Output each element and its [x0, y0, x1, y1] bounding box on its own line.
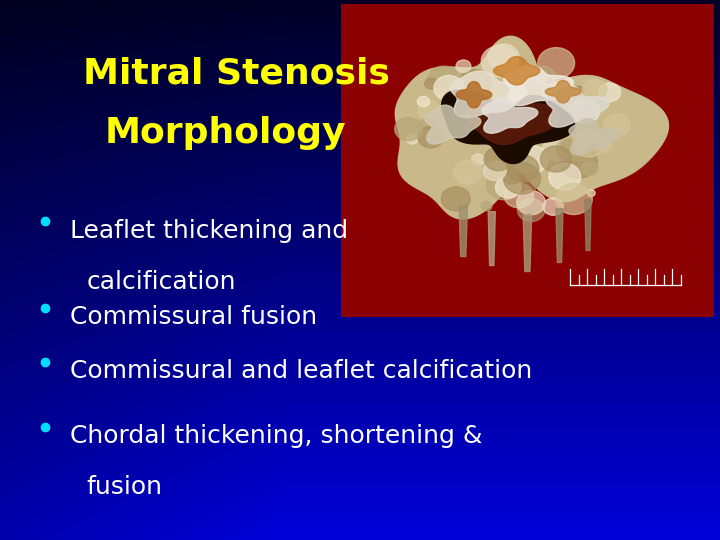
Circle shape [518, 199, 545, 221]
Circle shape [487, 171, 521, 200]
Circle shape [492, 146, 520, 169]
Bar [341, 4, 714, 317]
Polygon shape [488, 212, 495, 266]
Circle shape [561, 140, 577, 153]
Circle shape [503, 129, 528, 151]
Circle shape [434, 76, 464, 100]
Circle shape [425, 78, 438, 89]
Circle shape [577, 140, 590, 150]
Circle shape [582, 79, 607, 99]
Text: Chordal thickening, shortening &: Chordal thickening, shortening & [70, 424, 482, 448]
Text: Mitral Stenosis: Mitral Stenosis [83, 57, 390, 91]
Polygon shape [585, 200, 591, 251]
Polygon shape [569, 119, 621, 154]
Circle shape [538, 48, 575, 78]
Circle shape [517, 191, 545, 215]
Circle shape [428, 66, 459, 93]
Circle shape [557, 138, 582, 160]
Polygon shape [450, 71, 527, 118]
Polygon shape [456, 82, 492, 108]
Polygon shape [493, 57, 540, 85]
Circle shape [418, 101, 441, 120]
Circle shape [395, 118, 422, 140]
Circle shape [507, 155, 539, 182]
Text: Leaflet thickening and: Leaflet thickening and [70, 219, 348, 242]
Circle shape [426, 136, 440, 149]
Circle shape [510, 87, 519, 96]
Polygon shape [442, 90, 575, 164]
Circle shape [504, 183, 534, 208]
Circle shape [542, 82, 580, 114]
Circle shape [454, 160, 482, 184]
Circle shape [541, 146, 572, 172]
Circle shape [463, 83, 486, 102]
Polygon shape [395, 36, 668, 219]
Text: Commissural and leaflet calcification: Commissural and leaflet calcification [70, 359, 532, 383]
Circle shape [573, 130, 605, 157]
Text: Morphology: Morphology [104, 116, 346, 150]
Text: Commissural fusion: Commissural fusion [70, 305, 317, 329]
Polygon shape [503, 65, 573, 106]
Polygon shape [425, 105, 481, 144]
Circle shape [596, 139, 611, 152]
Circle shape [535, 71, 548, 82]
Circle shape [418, 96, 430, 107]
Circle shape [570, 98, 600, 124]
Circle shape [598, 83, 621, 102]
Circle shape [418, 126, 444, 148]
Text: calcification: calcification [86, 270, 236, 294]
Circle shape [493, 148, 521, 171]
Text: fusion: fusion [86, 475, 163, 499]
Circle shape [495, 177, 521, 198]
Circle shape [543, 198, 564, 215]
Circle shape [472, 154, 485, 165]
Circle shape [549, 163, 581, 190]
Circle shape [521, 83, 541, 100]
Circle shape [483, 161, 506, 180]
Circle shape [503, 169, 521, 184]
Circle shape [506, 134, 540, 163]
Circle shape [503, 163, 541, 194]
Circle shape [456, 60, 471, 72]
Polygon shape [556, 208, 563, 262]
Circle shape [530, 66, 557, 89]
Circle shape [481, 201, 492, 211]
Circle shape [452, 93, 463, 102]
Circle shape [514, 145, 548, 174]
Circle shape [567, 136, 597, 160]
Circle shape [485, 147, 512, 171]
Circle shape [555, 184, 593, 214]
Circle shape [528, 167, 536, 174]
Circle shape [586, 141, 600, 153]
Circle shape [459, 70, 492, 97]
Polygon shape [466, 101, 559, 145]
Circle shape [420, 118, 433, 129]
Circle shape [441, 187, 470, 211]
Circle shape [488, 44, 519, 70]
Polygon shape [482, 98, 538, 133]
Circle shape [559, 146, 598, 178]
Circle shape [582, 161, 598, 176]
Polygon shape [523, 214, 531, 272]
Circle shape [481, 46, 518, 77]
Circle shape [487, 168, 498, 178]
Polygon shape [546, 86, 609, 127]
Circle shape [452, 98, 484, 125]
Polygon shape [545, 80, 581, 103]
Circle shape [604, 114, 630, 136]
Polygon shape [459, 206, 467, 256]
Circle shape [406, 134, 418, 144]
Circle shape [573, 86, 585, 96]
Circle shape [521, 84, 546, 105]
Circle shape [588, 190, 595, 197]
Circle shape [543, 136, 572, 161]
